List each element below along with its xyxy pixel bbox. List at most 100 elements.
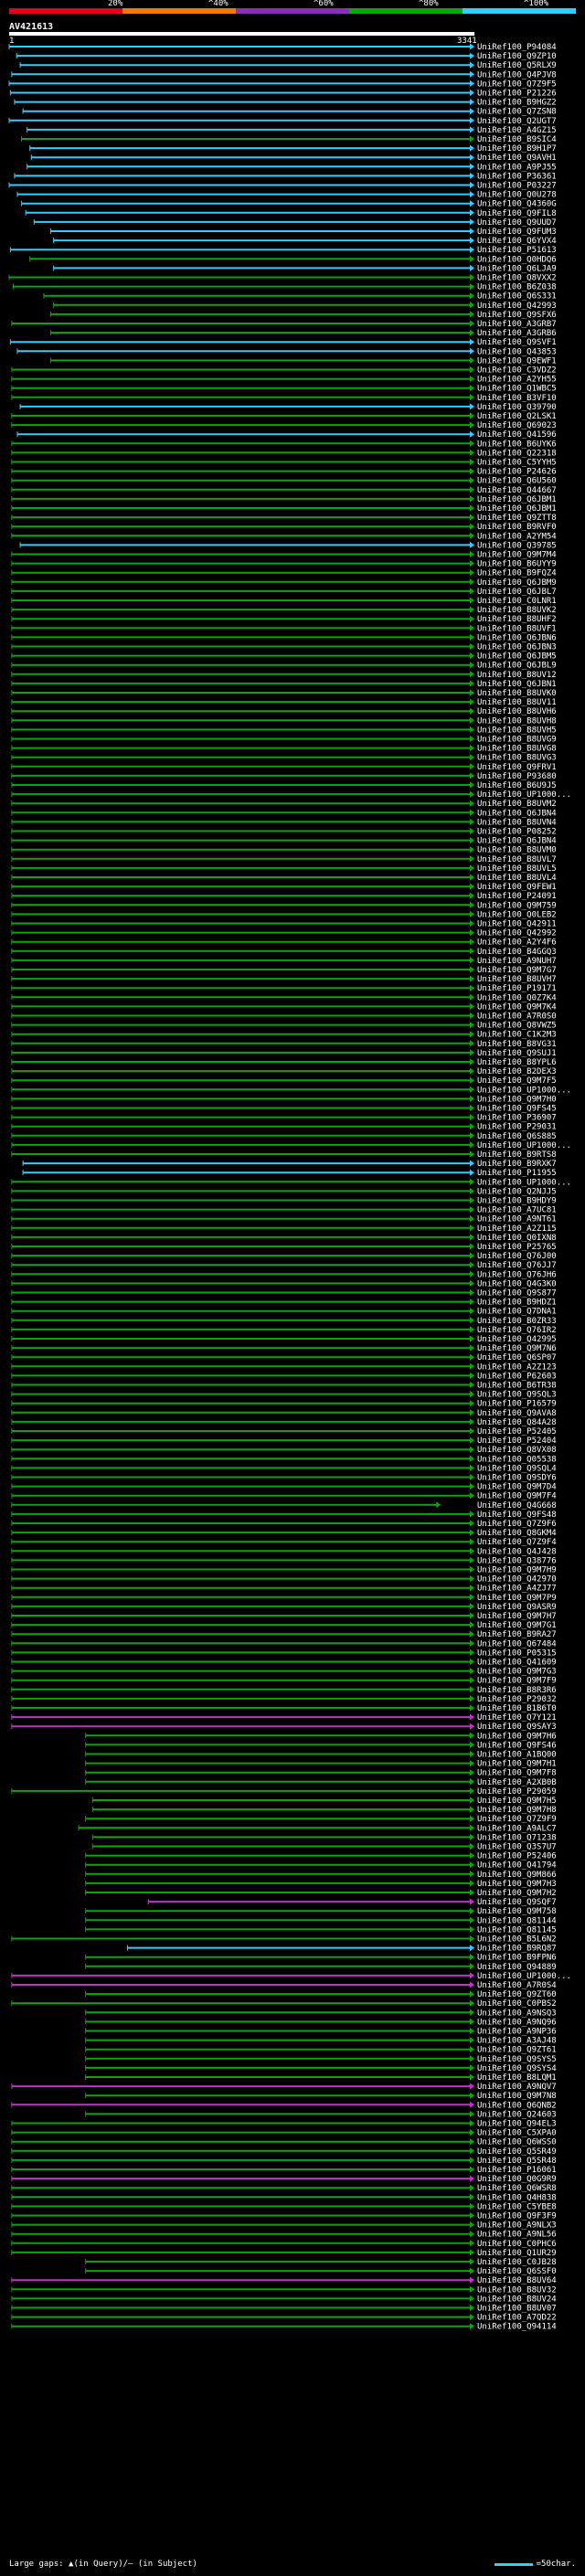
hit-label[interactable]: UniRef100_B8UV32: [477, 2285, 557, 2295]
hit-row[interactable]: UniRef100_Q4360G: [21, 200, 557, 209]
hit-label[interactable]: UniRef100_Q6SP07: [477, 1353, 557, 1362]
hit-label[interactable]: UniRef100_Q76JH6: [477, 1270, 557, 1279]
hit-label[interactable]: UniRef100_P16061: [477, 2166, 557, 2175]
hit-row[interactable]: UniRef100_Q6JBN4: [11, 809, 557, 818]
hit-row[interactable]: UniRef100_B8UVF1: [11, 624, 557, 633]
hit-label[interactable]: UniRef100_A9NQ96: [477, 2018, 557, 2027]
hit-row[interactable]: UniRef100_Q6S885: [11, 1132, 557, 1141]
hit-row[interactable]: UniRef100_B8YPL6: [11, 1058, 557, 1067]
hit-label[interactable]: UniRef100_A2YM54: [477, 532, 557, 541]
hit-label[interactable]: UniRef100_Q94114: [477, 2323, 557, 2332]
hit-label[interactable]: UniRef100_Q9UUD7: [477, 218, 557, 228]
hit-label[interactable]: UniRef100_Q38776: [477, 1556, 557, 1565]
hit-label[interactable]: UniRef100_Q9M7F5: [477, 1076, 557, 1086]
hit-row[interactable]: UniRef100_B8UV32: [11, 2285, 557, 2295]
hit-label[interactable]: UniRef100_Q9M7H2: [477, 1889, 557, 1898]
hit-row[interactable]: UniRef100_A7QD22: [11, 2314, 557, 2323]
hit-label[interactable]: UniRef100_Q6JBM1: [477, 504, 557, 514]
hit-row[interactable]: UniRef100_Q42970: [11, 1575, 557, 1585]
hit-row[interactable]: UniRef100_B2DEX3: [11, 1067, 557, 1076]
hit-row[interactable]: UniRef100_Q6QNB2: [11, 2101, 557, 2110]
hit-label[interactable]: UniRef100_B9FPN6: [477, 1954, 557, 1963]
hit-row[interactable]: UniRef100_A9PJ55: [27, 163, 557, 172]
hit-label[interactable]: UniRef100_B8UVH8: [477, 716, 557, 726]
hit-label[interactable]: UniRef100_B8UVG8: [477, 745, 557, 754]
hit-row[interactable]: UniRef100_Q76J00: [11, 1252, 557, 1261]
hit-label[interactable]: UniRef100_A7R0S0: [477, 1012, 557, 1022]
hit-row[interactable]: UniRef100_Q9SYS4: [85, 2064, 557, 2073]
hit-row[interactable]: UniRef100_Q0Z7K4: [11, 993, 557, 1002]
hit-row[interactable]: UniRef100_Q0G9R9: [11, 2175, 557, 2184]
hit-row[interactable]: UniRef100_Q9M7K4: [11, 1002, 557, 1012]
hit-row[interactable]: UniRef100_B8UVH8: [11, 716, 557, 726]
hit-label[interactable]: UniRef100_Q9M7H1: [477, 1760, 557, 1769]
hit-label[interactable]: UniRef100_Q5RLX9: [477, 61, 557, 70]
hit-row[interactable]: UniRef100_A2YH55: [11, 376, 557, 385]
hit-label[interactable]: UniRef100_Q6SSF0: [477, 2267, 557, 2276]
hit-label[interactable]: UniRef100_P03227: [477, 182, 557, 191]
hit-label[interactable]: UniRef100_B8UVL5: [477, 864, 557, 874]
hit-label[interactable]: UniRef100_Q9SQL3: [477, 1391, 557, 1400]
hit-label[interactable]: UniRef100_Q9M7G1: [477, 1621, 557, 1630]
hit-row[interactable]: UniRef100_B6TR38: [11, 1382, 557, 1391]
hit-label[interactable]: UniRef100_Q9ZT60: [477, 1990, 557, 1999]
hit-row[interactable]: UniRef100_Q9SYS5: [85, 2055, 557, 2064]
hit-row[interactable]: UniRef100_Q9M7D4: [11, 1483, 557, 1492]
hit-label[interactable]: UniRef100_B8R3R6: [477, 1686, 557, 1695]
hit-label[interactable]: UniRef100_B8VG31: [477, 1040, 557, 1049]
hit-row[interactable]: UniRef100_Q7ZSN8: [22, 108, 557, 117]
hit-label[interactable]: UniRef100_Q9F3F9: [477, 2212, 557, 2221]
hit-row[interactable]: UniRef100_B0ZR33: [11, 1317, 557, 1326]
hit-label[interactable]: UniRef100_Q0LEB2: [477, 910, 557, 919]
hit-label[interactable]: UniRef100_Q7Z9F5: [477, 80, 557, 89]
hit-label[interactable]: UniRef100_Q9FS45: [477, 1105, 557, 1114]
hit-row[interactable]: UniRef100_Q6S331: [43, 292, 557, 302]
hit-label[interactable]: UniRef100_Q9SVF1: [477, 338, 557, 347]
hit-row[interactable]: UniRef100_Q76JH6: [11, 1270, 557, 1279]
hit-label[interactable]: UniRef100_P36907: [477, 1114, 557, 1123]
hit-row[interactable]: UniRef100_Q42995: [11, 1335, 557, 1344]
hit-row[interactable]: UniRef100_B8LQM1: [85, 2073, 557, 2083]
hit-row[interactable]: UniRef100_A7R0S4: [11, 1981, 557, 1990]
hit-row[interactable]: UniRef100_UP1000...: [11, 790, 571, 800]
hit-row[interactable]: UniRef100_B8UVL7: [11, 855, 557, 864]
hit-label[interactable]: UniRef100_Q67484: [477, 1639, 557, 1648]
hit-row[interactable]: UniRef100_C0PBS2: [11, 1999, 557, 2009]
hit-label[interactable]: UniRef100_Q9ZP10: [477, 52, 557, 61]
hit-row[interactable]: UniRef100_Q9UUD7: [33, 218, 557, 228]
hit-label[interactable]: UniRef100_Q9SAY3: [477, 1723, 557, 1732]
hit-row[interactable]: UniRef100_Q0HDQ6: [29, 255, 557, 264]
hit-row[interactable]: UniRef100_Q4G668: [11, 1501, 557, 1511]
hit-label[interactable]: UniRef100_Q7DNA1: [477, 1308, 557, 1317]
hit-row[interactable]: UniRef100_UP1000...: [11, 1141, 571, 1150]
hit-row[interactable]: UniRef100_B8VG31: [11, 1040, 557, 1049]
hit-label[interactable]: UniRef100_B8UVK2: [477, 606, 557, 615]
hit-row[interactable]: UniRef100_B8UVM2: [11, 800, 557, 809]
hit-label[interactable]: UniRef100_Q42911: [477, 920, 557, 929]
hit-row[interactable]: UniRef100_B8UV24: [11, 2295, 557, 2304]
hit-label[interactable]: UniRef100_Q3S7U7: [477, 1843, 557, 1852]
hit-label[interactable]: UniRef100_Q9M7H7: [477, 1612, 557, 1621]
hit-row[interactable]: UniRef100_C3VDZ2: [11, 366, 557, 376]
hit-label[interactable]: UniRef100_B8UV07: [477, 2305, 557, 2314]
hit-label[interactable]: UniRef100_Q5SR48: [477, 2157, 557, 2166]
hit-row[interactable]: UniRef100_A7R0S0: [11, 1012, 557, 1022]
hit-row[interactable]: UniRef100_Q6JBM1: [11, 495, 557, 504]
hit-label[interactable]: UniRef100_A9NL56: [477, 2231, 557, 2240]
hit-label[interactable]: UniRef100_B9HDZ1: [477, 1299, 557, 1308]
hit-label[interactable]: UniRef100_Q9M7D4: [477, 1483, 557, 1492]
hit-row[interactable]: UniRef100_Q9M7G3: [11, 1668, 557, 1677]
hit-row[interactable]: UniRef100_P51613: [9, 246, 557, 255]
hit-row[interactable]: UniRef100_Q6JBN3: [11, 643, 557, 652]
hit-label[interactable]: UniRef100_A7UC81: [477, 1206, 557, 1215]
hit-row[interactable]: UniRef100_Q7Z9F5: [8, 80, 557, 89]
hit-row[interactable]: UniRef100_B8UV11: [11, 698, 557, 707]
hit-row[interactable]: UniRef100_Q4H838: [11, 2193, 557, 2202]
hit-row[interactable]: UniRef100_A3GRB6: [50, 329, 557, 338]
hit-label[interactable]: UniRef100_Q22318: [477, 449, 557, 458]
hit-row[interactable]: UniRef100_Q9SAY3: [11, 1723, 557, 1732]
hit-row[interactable]: UniRef100_Q8VX08: [11, 1446, 557, 1455]
hit-row[interactable]: UniRef100_Q9M7H0: [11, 1095, 557, 1104]
hit-row[interactable]: UniRef100_Q39785: [19, 541, 557, 550]
hit-label[interactable]: UniRef100_A2Z123: [477, 1362, 557, 1372]
